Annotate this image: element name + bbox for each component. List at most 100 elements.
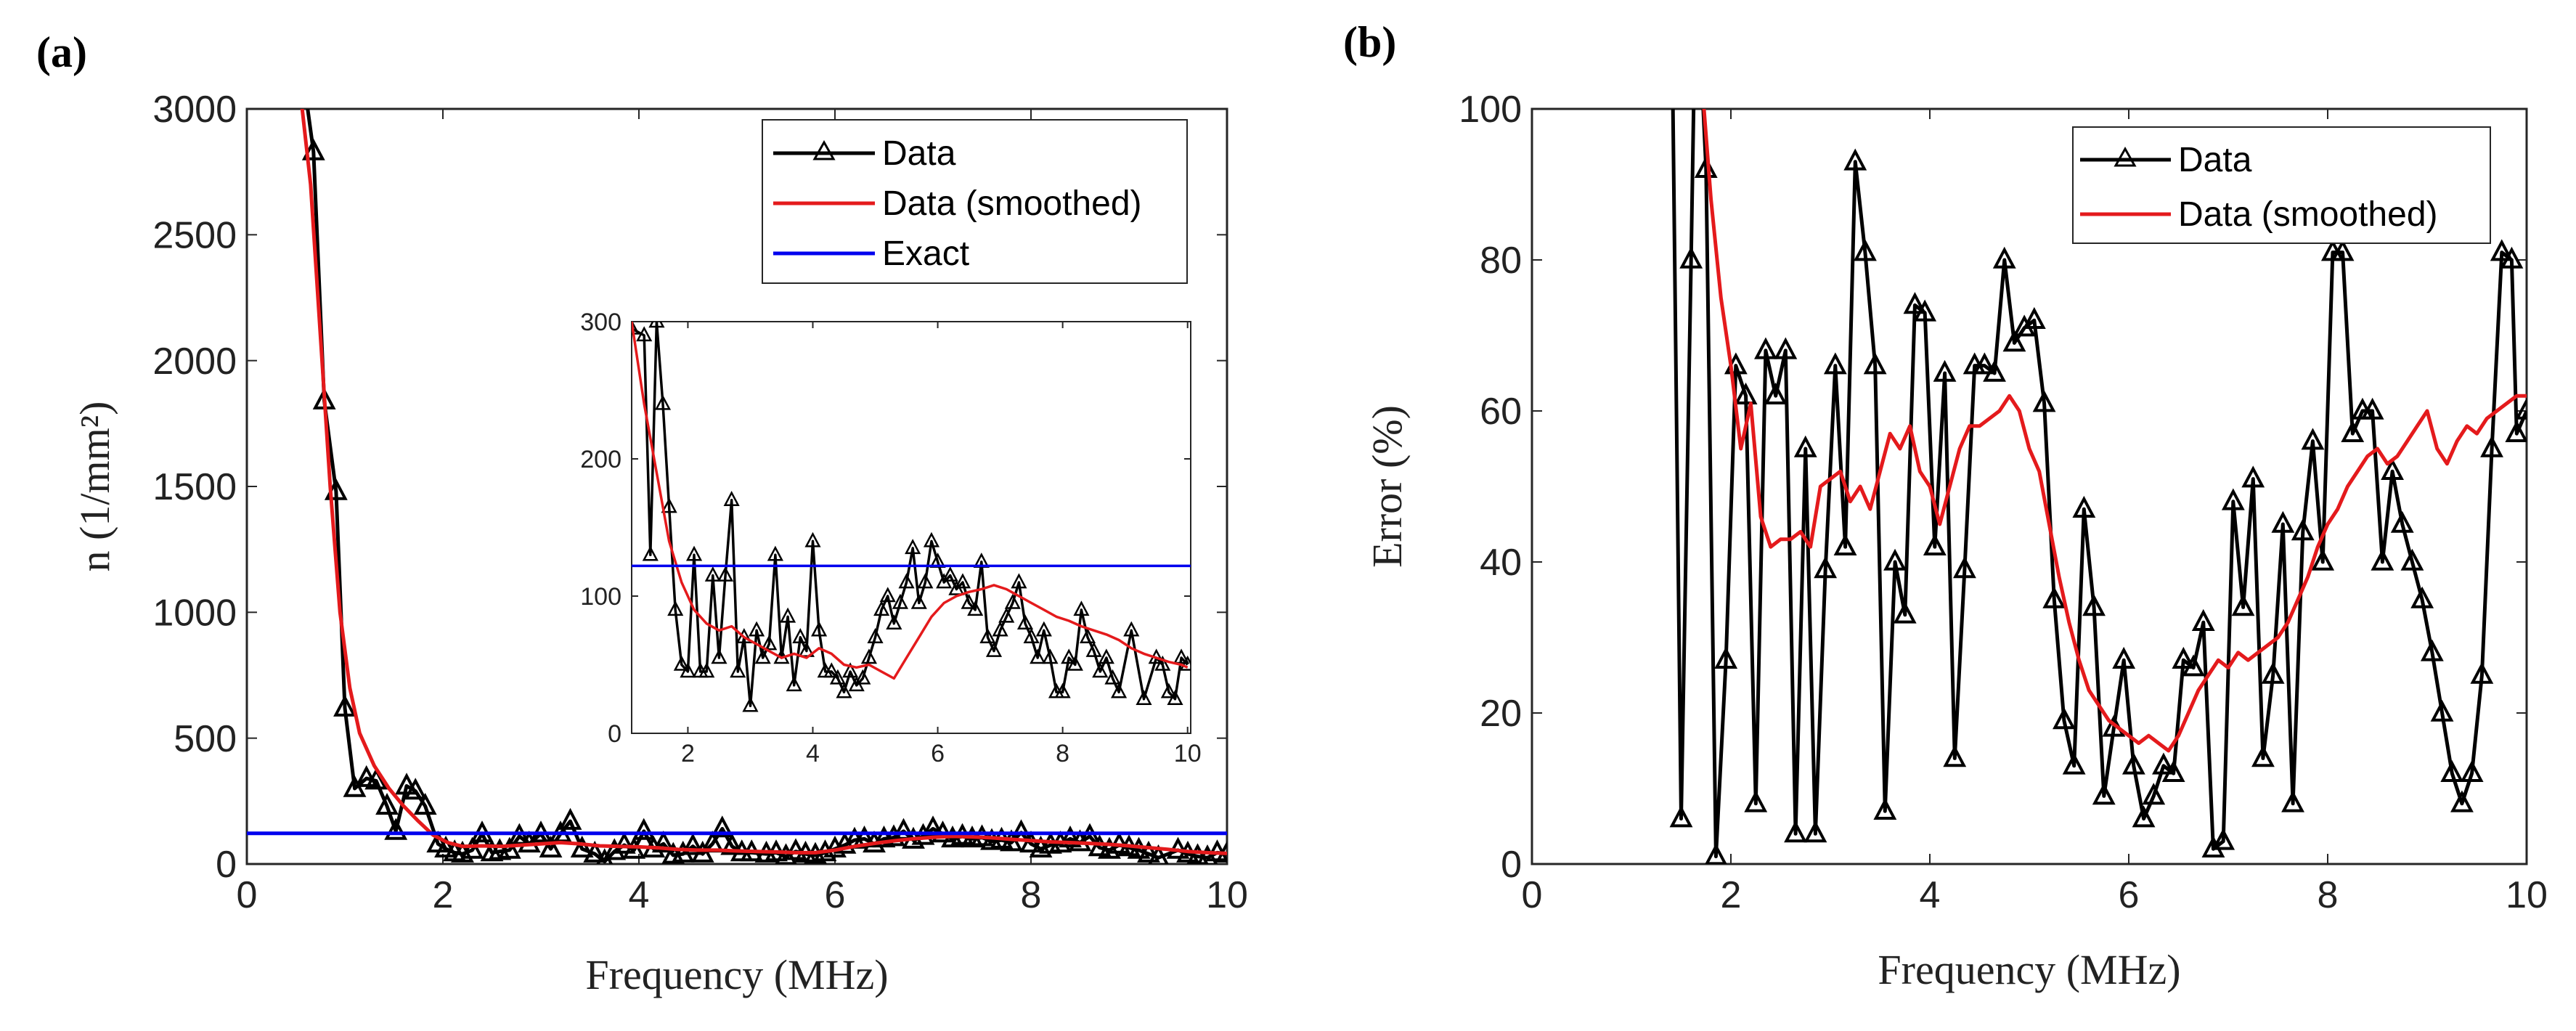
inset-series-data-point [1023, 628, 1040, 643]
inset-series-data-point [804, 531, 821, 547]
inset-series-data-point [786, 676, 802, 692]
inset-series-data-point [1098, 648, 1114, 664]
inset-series-data-line [632, 322, 1189, 707]
b-ytick-label: 0 [1501, 844, 1522, 886]
b-series-data-point [2132, 805, 2156, 828]
b-series-data-point [2470, 661, 2494, 684]
b-series-data-point [2480, 435, 2503, 457]
inset-series-data-point [661, 497, 677, 513]
b-series-data-point [2430, 699, 2454, 722]
b-series-data-point [2490, 239, 2514, 261]
inset-series-data-point [1173, 648, 1190, 664]
a-ytick-label: 2000 [152, 341, 237, 383]
a-series-data-point [333, 694, 356, 717]
series-group-a [247, 49, 1227, 864]
b-series-data-point [2410, 586, 2434, 608]
b-series-data-point [2281, 790, 2304, 812]
b-series-data-point [1903, 292, 1927, 314]
a-series-data-point [720, 833, 744, 855]
b-ytick-label: 80 [1480, 240, 1522, 282]
b-series-data-point [2053, 707, 2076, 730]
inset-series-data-point [985, 641, 1003, 657]
b-series-data-point [1913, 299, 1937, 322]
b-xtick-label: 4 [1920, 874, 1941, 916]
b-series-data-point [2400, 548, 2424, 571]
inset-xtick-label: 10 [1174, 740, 1202, 767]
b-ytick-label: 60 [1480, 391, 1522, 433]
a-series-data-point [292, 49, 310, 66]
b-series-data-point [2360, 397, 2384, 420]
inset-ytick-label: 200 [580, 446, 621, 473]
inset-series-data-point [836, 682, 852, 698]
a-series-data-point [460, 836, 484, 859]
b-series-data-point [2002, 330, 2026, 352]
a-series-data-smoothed-line [300, 109, 1227, 855]
inset-xtick-label: 6 [931, 740, 945, 767]
inset-series-data-point [680, 662, 696, 678]
a-series-data-point [651, 830, 675, 853]
b-series-data-smoothed-line [1702, 109, 2527, 753]
inset-series-data-point [685, 545, 703, 561]
b-series-data-point [2450, 790, 2474, 812]
b-series-data-point [2371, 548, 2394, 571]
b-series-data-point [2221, 488, 2245, 510]
b-xtick-label: 6 [2119, 874, 2140, 916]
inset-series-data-point [636, 326, 653, 342]
legend-b: Data Data (smoothed) [2072, 126, 2491, 244]
inset-series-data-point [886, 614, 902, 630]
legend-marker-a [812, 139, 836, 160]
inset-series-data-point [879, 587, 896, 603]
inset-series-data-point [704, 566, 721, 582]
b-series-data-point [1744, 790, 1768, 812]
inset-xtick-label: 4 [806, 740, 820, 767]
b-series-data-point [1854, 239, 1877, 261]
inset-ytick-label: 300 [580, 309, 621, 336]
b-series-data-line [1671, 109, 2527, 859]
inset-series-data-point [1079, 628, 1096, 643]
a-ytick-label: 0 [216, 844, 237, 886]
inset-series-data-point [711, 648, 727, 664]
inset-series-data-point [1030, 648, 1046, 664]
b-series-data-point [2381, 457, 2404, 480]
legend-label-data-a: Data [882, 134, 956, 173]
inset-series-data-point [754, 648, 771, 664]
b-series-data-point [2182, 654, 2205, 677]
inset-series-data-point [1123, 621, 1140, 637]
b-series-data-point [2112, 646, 2136, 669]
a-series-data-point [354, 765, 378, 787]
a-series-data-point [882, 824, 905, 847]
a-series-data-point [632, 818, 656, 840]
b-series-data-point [1793, 435, 1817, 457]
a-series-data-point [375, 792, 399, 815]
b-series-data-point [2251, 745, 2275, 767]
b-ytick-label: 20 [1480, 693, 1522, 735]
inset-series-data-point [698, 662, 715, 678]
b-xtick-label: 0 [1522, 874, 1543, 916]
b-series-data-point [1933, 359, 1957, 382]
legend-label-data-b: Data [2178, 141, 2252, 179]
inset-series-data-point [855, 669, 871, 685]
b-series-data-point [2152, 752, 2175, 775]
b-series-data-point [1943, 745, 1967, 767]
b-series-data-point [2515, 397, 2527, 420]
legend-label-exact-a: Exact [882, 235, 969, 273]
b-series-data-point [1873, 797, 1897, 820]
chart-panel-b: 0 20 40 60 80 100 0 2 4 6 8 10 Frequency (MHz) Err… [1364, 89, 2548, 993]
inset-series-data-point [1061, 648, 1077, 664]
b-series-data-point [2032, 390, 2056, 412]
b-series-data-point [1694, 155, 1718, 178]
b-series-data-point [1669, 805, 1693, 828]
b-series-data-point [1734, 382, 1758, 404]
b-series-data-point [2172, 646, 2196, 669]
inset-ytick-label: 100 [580, 583, 621, 611]
a-series-data-point [558, 807, 582, 830]
inset-series-data-point [942, 566, 958, 582]
b-series-data-point [2460, 759, 2484, 782]
legend-a: Data Data (smoothed) Exact [762, 119, 1188, 284]
a-xtick-label: 8 [1021, 874, 1042, 916]
b-xtick-label: 2 [1721, 874, 1742, 916]
inset-series-data-point [905, 539, 921, 555]
a-series-data-point [833, 831, 857, 854]
a-series-data-point [603, 838, 627, 860]
